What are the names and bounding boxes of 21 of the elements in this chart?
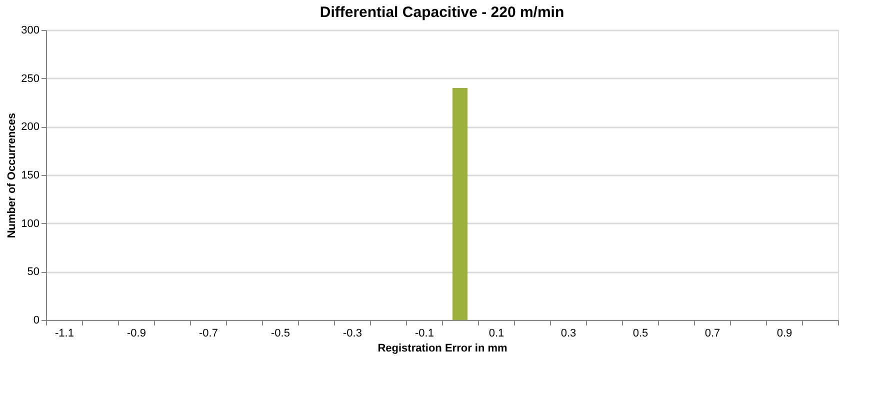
x-axis-title: Registration Error in mm (378, 342, 508, 354)
x-tick-label: -0.9 (127, 328, 146, 340)
y-axis-title: Number of Occurrences (6, 112, 18, 238)
x-tick-label: -0.5 (271, 328, 290, 340)
y-tick-label: 200 (21, 121, 40, 134)
chart-title: Differential Capacitive - 220 m/min (320, 4, 564, 21)
x-tick-label: 0.9 (776, 328, 792, 340)
x-tick-label: 0.3 (560, 328, 576, 340)
x-tick-label: 0.1 (488, 328, 504, 340)
y-tick-label: 50 (27, 266, 40, 278)
x-tick-label: 0.5 (632, 328, 648, 340)
y-tick-label: 250 (21, 72, 40, 85)
x-tick-label: -1.1 (55, 328, 74, 340)
y-tick-label: 0 (33, 314, 40, 326)
x-tick-label: 0.7 (704, 328, 720, 340)
y-tick-label: 100 (21, 218, 40, 230)
y-tick-label: 300 (21, 24, 40, 36)
x-tick-label: -0.3 (343, 328, 362, 340)
x-tick-label: -0.1 (415, 328, 434, 340)
x-tick-label: -0.7 (199, 328, 218, 340)
y-tick-label: 150 (21, 170, 40, 182)
